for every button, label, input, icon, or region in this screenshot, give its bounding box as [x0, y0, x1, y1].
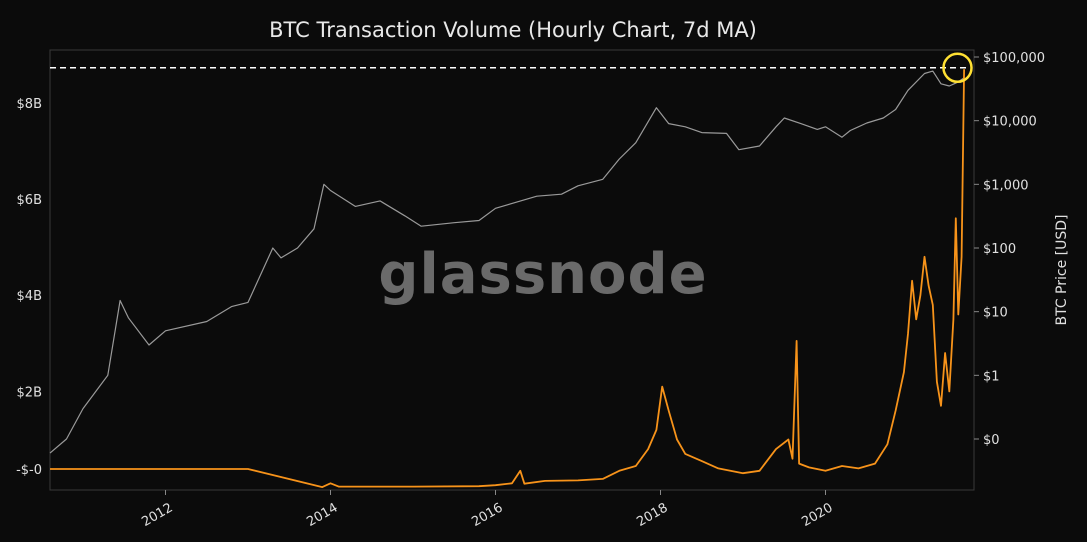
right-tick-label: $10,000	[983, 115, 1037, 130]
watermark-logo: glassnode	[378, 242, 707, 307]
overlay-layer	[50, 52, 973, 84]
left-tick-label: $8B	[17, 97, 42, 112]
plot-area-frame	[49, 49, 975, 491]
right-axis-title: BTC Price [USD]	[1054, 214, 1070, 325]
btc-price-line	[49, 70, 965, 454]
series-layer	[49, 69, 965, 488]
chart-title: BTC Transaction Volume (Hourly Chart, 7d…	[269, 18, 757, 42]
right-tick-label: $10	[983, 306, 1008, 321]
transaction-volume-line	[50, 69, 965, 488]
left-tick-label: $6B	[17, 193, 42, 208]
right-tick-label: $100,000	[983, 51, 1045, 66]
highlight-circle	[942, 52, 973, 84]
left-tick-label: -$-0	[16, 463, 42, 478]
left-axis: -$-0 $2B $4B $6B $8B	[16, 97, 42, 478]
right-tick-label: $100	[983, 242, 1016, 257]
right-tick-label: $1,000	[983, 178, 1029, 193]
right-axis: $0 $1 $10 $100 $1,000 $10,000 $100,000	[974, 51, 1045, 448]
left-tick-label: $2B	[17, 385, 42, 400]
left-tick-label: $4B	[17, 289, 42, 304]
right-tick-label: $1	[983, 369, 1000, 384]
right-tick-label: $0	[983, 433, 1000, 448]
